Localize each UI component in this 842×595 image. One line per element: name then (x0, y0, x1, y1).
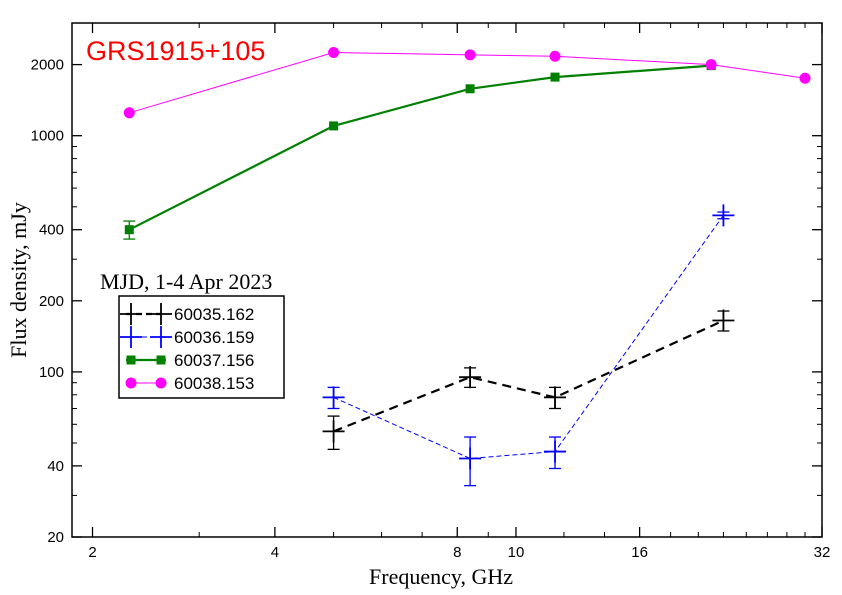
marker-circle (549, 50, 561, 62)
marker-circle (123, 107, 135, 119)
x-tick-label: 10 (508, 544, 525, 561)
marker-square (124, 225, 134, 235)
y-tick-label: 20 (47, 529, 64, 546)
marker-square (329, 121, 339, 131)
legend-label: 60035.162 (174, 305, 254, 324)
marker-circle (464, 49, 476, 61)
series-line (333, 319, 724, 433)
marker-circle (799, 72, 811, 84)
marker-circle (705, 59, 717, 71)
series-60037.156 (123, 61, 716, 240)
axis-ticks: 2 4 8 10 16 32 20 40 100 200 400 1000 2000 (31, 23, 831, 561)
y-tick-label: 2000 (31, 57, 64, 74)
marker-square (550, 72, 560, 82)
series-60036.159 (322, 204, 735, 487)
x-tick-label: 8 (453, 544, 461, 561)
legend-label: 60038.153 (174, 374, 254, 393)
y-tick-label: 1000 (31, 128, 64, 145)
series-line (128, 64, 712, 231)
marker-circle-legend (125, 377, 137, 389)
marker-square-legend (126, 355, 136, 365)
marker-circle-legend (155, 377, 167, 389)
marker-square (465, 84, 475, 94)
legend-label: 60036.159 (174, 328, 254, 347)
y-axis-title: Flux density, mJy (6, 202, 31, 358)
marker-circle (328, 47, 340, 59)
y-tick-label: 100 (39, 364, 64, 381)
series-60035.162 (322, 309, 735, 451)
series-layer (123, 47, 811, 487)
series-60038.153 (123, 47, 811, 119)
marker-square-legend (156, 355, 166, 365)
y-tick-label: 40 (47, 458, 64, 475)
series-line (129, 52, 806, 114)
plot-frame (71, 22, 823, 538)
annotation-label: GRS1915+105 (86, 36, 265, 66)
x-tick-label: 2 (88, 544, 96, 561)
legend-title: MJD, 1-4 Apr 2023 (100, 269, 272, 294)
x-tick-label: 4 (271, 544, 279, 561)
y-tick-label: 200 (39, 293, 64, 310)
x-axis-title: Frequency, GHz (369, 564, 513, 589)
x-tick-label: 32 (814, 544, 831, 561)
series-line (333, 215, 724, 459)
y-tick-label: 400 (39, 222, 64, 239)
x-tick-label: 16 (631, 544, 648, 561)
legend-label: 60037.156 (174, 351, 254, 370)
legend: 60035.162 60036.159 60037.156 60038.153 (118, 295, 285, 399)
